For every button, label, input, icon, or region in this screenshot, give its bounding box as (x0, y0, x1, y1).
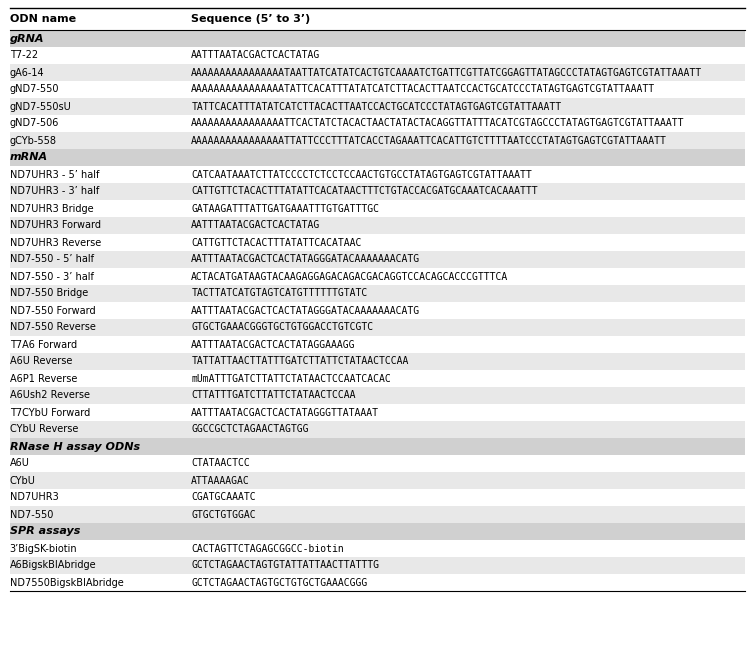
Bar (10, 285, 745, 302)
Text: SPR assays: SPR assays (10, 526, 80, 536)
Bar (10, 472, 745, 489)
Text: GCTCTAGAACTAGTGCTGTGCTGAAACGGG: GCTCTAGAACTAGTGCTGTGCTGAAACGGG (191, 577, 368, 587)
Text: ND7-550 - 5’ half: ND7-550 - 5’ half (10, 254, 94, 265)
Text: 3’BigSK-biotin: 3’BigSK-biotin (10, 544, 77, 553)
Bar (10, 540, 745, 557)
Text: AATTTAATACGACTCACTATAG: AATTTAATACGACTCACTATAG (191, 220, 320, 230)
Bar (10, 98, 745, 115)
Bar (10, 166, 745, 183)
Text: mRNA: mRNA (10, 152, 48, 162)
Text: CTATAACTCC: CTATAACTCC (191, 459, 250, 469)
Bar (10, 234, 745, 251)
Bar (10, 574, 745, 591)
Text: T7A6 Forward: T7A6 Forward (10, 340, 76, 350)
Text: CATCAATAAATCTTATCCCCTCTCCTCCAACTGTGCCTATAGTGAGTCGTATTAAATT: CATCAATAAATCTTATCCCCTCTCCTCCAACTGTGCCTAT… (191, 169, 532, 179)
Text: A6Ush2 Reverse: A6Ush2 Reverse (10, 391, 90, 401)
Bar (10, 183, 745, 200)
Text: GTGCTGAAACGGGTGCTGTGGACCTGTCGTC: GTGCTGAAACGGGTGCTGTGGACCTGTCGTC (191, 322, 374, 332)
Bar (10, 47, 745, 64)
Bar (10, 421, 745, 438)
Text: AAAAAAAAAAAAAAAATAATTATCATATCACTGTCAAAATCTGATTCGTTATCGGAGTTATAGCCCTATAGTGAGTCGTA: AAAAAAAAAAAAAAAATAATTATCATATCACTGTCAAAAT… (191, 68, 702, 77)
Text: GCTCTAGAACTAGTGTATTATTAACTTATTTG: GCTCTAGAACTAGTGTATTATTAACTTATTTG (191, 561, 380, 571)
Bar (10, 336, 745, 353)
Bar (10, 30, 745, 47)
Text: ND7-550 Forward: ND7-550 Forward (10, 305, 95, 316)
Text: ATTAAAAGAC: ATTAAAAGAC (191, 475, 250, 485)
Text: AAAAAAAAAAAAAAAATTATTCCCTTTATCACCTAGAAATTCACATTGTCTTTTAATCCCTATAGTGAGTCGTATTAAAT: AAAAAAAAAAAAAAAATTATTCCCTTTATCACCTAGAAAT… (191, 136, 668, 146)
Bar (10, 115, 745, 132)
Text: RNase H assay ODNs: RNase H assay ODNs (10, 442, 140, 451)
Text: ND7-550 Reverse: ND7-550 Reverse (10, 322, 96, 332)
Text: A6P1 Reverse: A6P1 Reverse (10, 373, 77, 383)
Bar (10, 455, 745, 472)
Bar (10, 81, 745, 98)
Bar (10, 523, 745, 540)
Text: gND7-550sU: gND7-550sU (10, 101, 71, 111)
Bar (10, 387, 745, 404)
Text: CACTAGTTCTAGAGCGGCC-biotin: CACTAGTTCTAGAGCGGCC-biotin (191, 544, 344, 553)
Text: T7-22: T7-22 (10, 50, 38, 60)
Text: ODN name: ODN name (10, 14, 76, 24)
Bar (10, 302, 745, 319)
Text: CTTATTTGATCTTATTCTATAACTCCAA: CTTATTTGATCTTATTCTATAACTCCAA (191, 391, 356, 401)
Text: CYbU: CYbU (10, 475, 36, 485)
Text: gRNA: gRNA (10, 34, 44, 44)
Text: AATTTAATACGACTCACTATAGGGATACAAAAAAACATG: AATTTAATACGACTCACTATAGGGATACAAAAAAACATG (191, 305, 420, 316)
Text: ND7-550 Bridge: ND7-550 Bridge (10, 289, 88, 299)
Text: CYbU Reverse: CYbU Reverse (10, 424, 78, 434)
Bar (10, 404, 745, 421)
Bar (10, 353, 745, 370)
Text: CATTGTTCTACACTTTATATTCACATAACTTTCTGTACCACGATGCAAATCACAAATTT: CATTGTTCTACACTTTATATTCACATAACTTTCTGTACCA… (191, 187, 538, 197)
Text: ND7UHR3 Forward: ND7UHR3 Forward (10, 220, 101, 230)
Text: gCYb-558: gCYb-558 (10, 136, 57, 146)
Bar (10, 64, 745, 81)
Bar (10, 268, 745, 285)
Bar (10, 370, 745, 387)
Text: A6U: A6U (10, 459, 30, 469)
Text: mUmATTTGATCTTATTCTATAACTCCAATCACAC: mUmATTTGATCTTATTCTATAACTCCAATCACAC (191, 373, 391, 383)
Text: ACTACATGATAAGTACAAGAGGAGACAGACGACAGGTCCACAGCACCCGTTTCA: ACTACATGATAAGTACAAGAGGAGACAGACGACAGGTCCA… (191, 271, 509, 281)
Text: ND7UHR3 - 3’ half: ND7UHR3 - 3’ half (10, 187, 99, 197)
Text: ND7550BigskBIAbridge: ND7550BigskBIAbridge (10, 577, 124, 587)
Text: CATTGTTCTACACTTTATATТCACATAAC: CATTGTTCTACACTTTATATТCACATAAC (191, 238, 362, 248)
Text: ND7UHR3 Bridge: ND7UHR3 Bridge (10, 203, 93, 214)
Text: TACTTATCATGTAGTCATGTTTTTTGTATC: TACTTATCATGTAGTCATGTTTTTTGTATC (191, 289, 368, 299)
Text: gND7-550: gND7-550 (10, 85, 59, 95)
Bar (10, 217, 745, 234)
Text: ND7UHR3: ND7UHR3 (10, 493, 58, 502)
Text: AATTTAATACGACTCACTATAGGGTTATAAАТ: AATTTAATACGACTCACTATAGGGTTATAAАТ (191, 408, 380, 418)
Text: GGCCGCTCTAGAACTAGTGG: GGCCGCTCTAGAACTAGTGG (191, 424, 309, 434)
Text: Sequence (5’ to 3’): Sequence (5’ to 3’) (191, 14, 310, 24)
Text: A6BigskBIAbridge: A6BigskBIAbridge (10, 561, 96, 571)
Text: gND7-506: gND7-506 (10, 118, 59, 128)
Text: AATTTAATACGACTCACTATAG: AATTTAATACGACTCACTATAG (191, 50, 320, 60)
Bar (10, 251, 745, 268)
Bar (10, 200, 745, 217)
Text: CGATGCAAATC: CGATGCAAATC (191, 493, 256, 502)
Text: AAAAAAAAAAAAAAAATTCACTATCTACACTAACTATACTACAGGTTATTTACATCGTAGCCCTATAGTGAGTCGTATTA: AAAAAAAAAAAAAAAATTCACTATCTACACTAACTATACT… (191, 118, 685, 128)
Text: TATTATTAACTTATTTGATCTTATTCTATAACTCCAA: TATTATTAACTTATTTGATCTTATTCTATAACTCCAA (191, 357, 409, 367)
Text: AATTTAATACGACTCACTATAGGGATACAAAAAAACATG: AATTTAATACGACTCACTATAGGGATACAAAAAAACATG (191, 254, 420, 265)
Bar (10, 489, 745, 506)
Bar (10, 132, 745, 149)
Text: ND7-550 - 3’ half: ND7-550 - 3’ half (10, 271, 94, 281)
Text: ND7UHR3 Reverse: ND7UHR3 Reverse (10, 238, 101, 248)
Bar (10, 438, 745, 455)
Bar (10, 319, 745, 336)
Text: GTGCTGTGGAC: GTGCTGTGGAC (191, 510, 256, 520)
Text: gA6-14: gA6-14 (10, 68, 44, 77)
Text: GATAAGATTTATТGATGAAATTTGTGATTTGC: GATAAGATTTATТGATGAAATTTGTGATTTGC (191, 203, 380, 214)
Text: AATTTAATACGACTCACTATAGGAAAGG: AATTTAATACGACTCACTATAGGAAAGG (191, 340, 356, 350)
Bar (10, 506, 745, 523)
Text: AAAAAAAAAAAAAAAATATTCACATTTATATCATCTTACACTTAATCCACTGCATCCCTATAGTGAGTCGTATTAAATT: AAAAAAAAAAAAAAAATATTCACATTTATATCATCTTACA… (191, 85, 656, 95)
Text: T7CYbU Forward: T7CYbU Forward (10, 408, 90, 418)
Text: TATTCACATTTATATCATCTTACACTTAATCCACTGCATCCCTATAGTGAGTCGTATTAAATT: TATTCACATTTATATCATCTTACACTTAATCCACTGCATC… (191, 101, 561, 111)
Text: ND7-550: ND7-550 (10, 510, 53, 520)
Bar (10, 149, 745, 166)
Bar (10, 557, 745, 574)
Text: ND7UHR3 - 5’ half: ND7UHR3 - 5’ half (10, 169, 99, 179)
Text: A6U Reverse: A6U Reverse (10, 357, 72, 367)
